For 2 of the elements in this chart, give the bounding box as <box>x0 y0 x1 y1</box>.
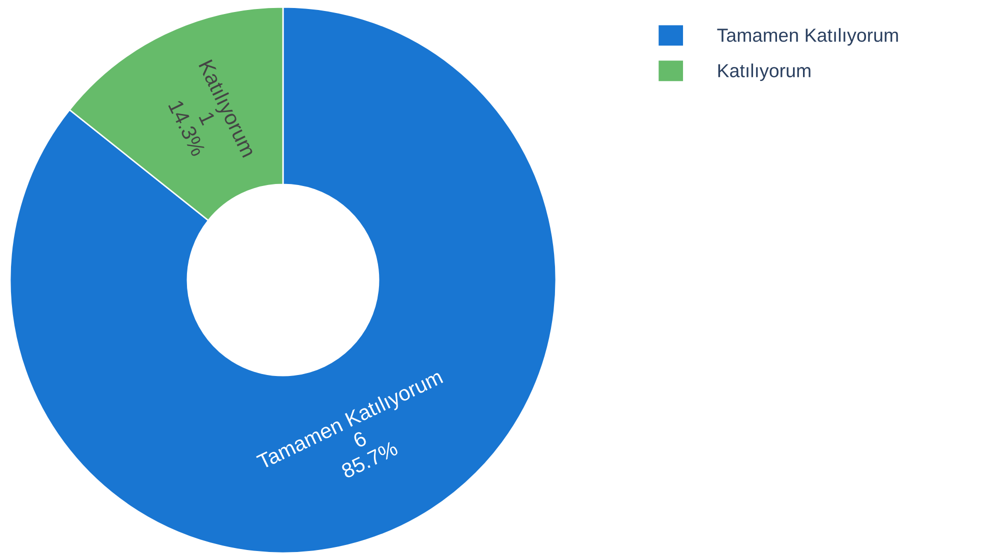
legend-label: Katılıyorum <box>718 64 810 82</box>
legend-label: Tamamen Katılıyorum <box>717 28 898 46</box>
